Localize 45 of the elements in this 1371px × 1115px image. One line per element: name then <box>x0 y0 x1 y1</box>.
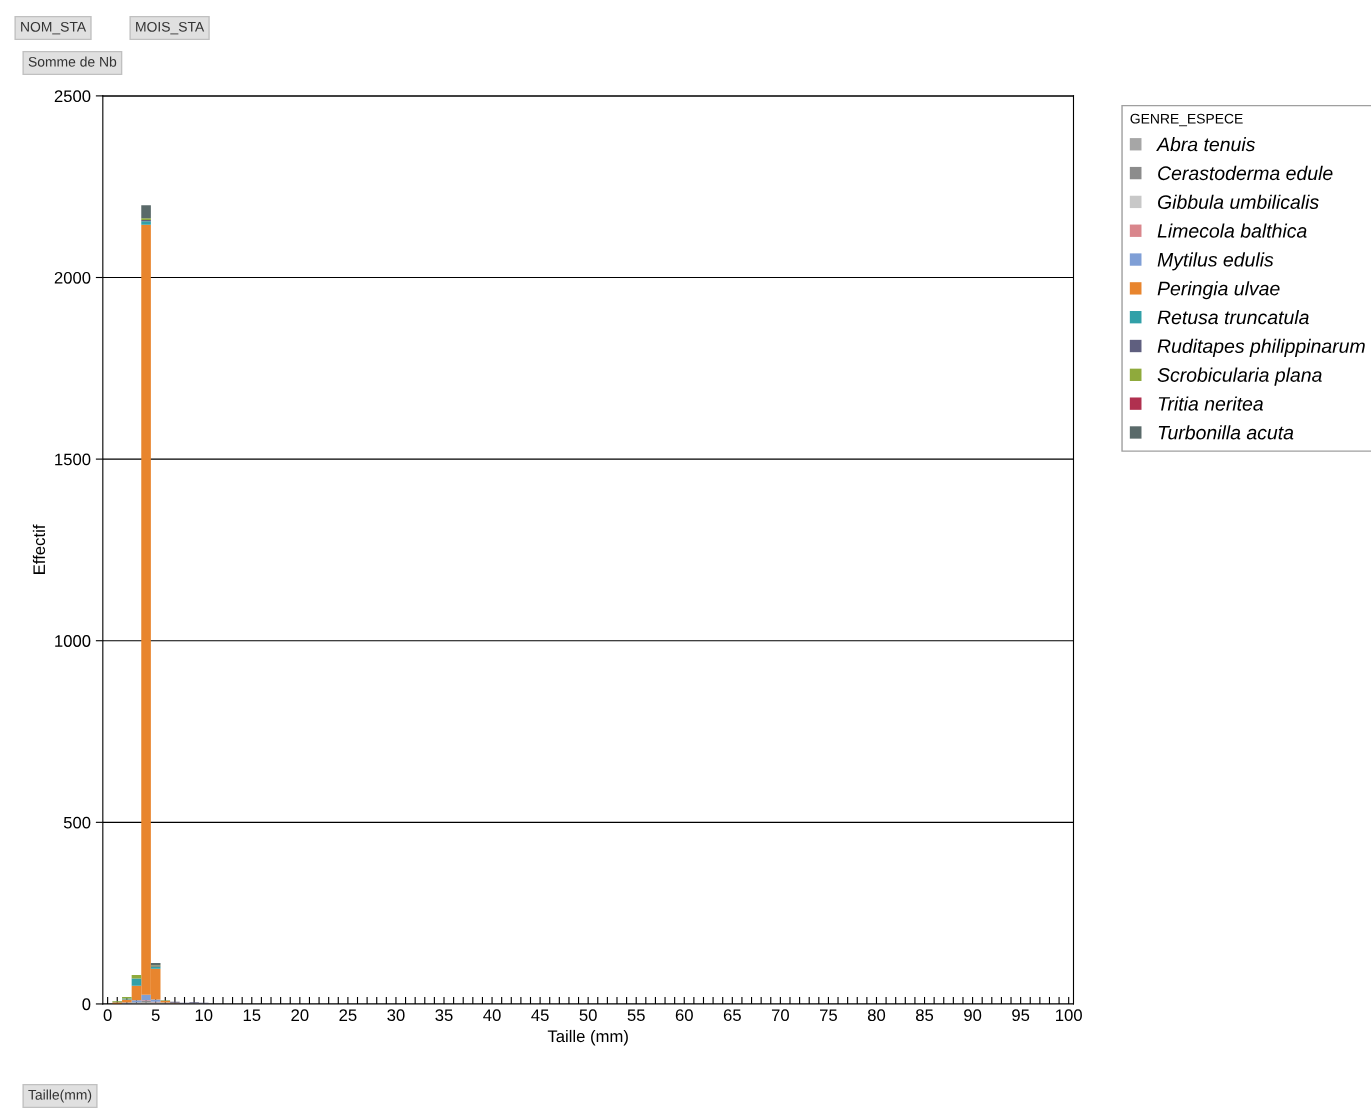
x-tick-label: 45 <box>531 1009 549 1022</box>
legend-label: Limecola balthica <box>1157 223 1307 238</box>
x-tick-label: 20 <box>291 1009 309 1022</box>
x-tick-label: 25 <box>339 1009 357 1022</box>
legend-label: Ruditapes philippinarum <box>1157 338 1365 357</box>
text: Somme de Nb <box>28 56 117 67</box>
legend-label: Tritia neritea <box>1158 396 1264 411</box>
text: NOM_STA <box>21 21 87 35</box>
y-tick-label: 2000 <box>54 271 91 284</box>
x-tick-label: 75 <box>820 1009 837 1022</box>
x-tick-label: 35 <box>435 1009 453 1022</box>
x-tick-label: 5 <box>151 1009 160 1022</box>
legend-label: Abra tenuis <box>1156 137 1256 152</box>
x-axis-title: Taille (mm) <box>547 1029 628 1046</box>
text: MOIS_STA <box>136 21 205 35</box>
x-tick-label: 40 <box>483 1009 501 1022</box>
x-tick-label: 100 <box>1056 1009 1082 1022</box>
legend-label: Scrobicularia plana <box>1157 367 1322 386</box>
x-tick-label: 55 <box>627 1009 645 1022</box>
y-tick-label: 2500 <box>54 90 91 103</box>
x-tick-label: 70 <box>771 1009 789 1022</box>
x-tick-label: 90 <box>964 1009 982 1022</box>
legend-title: GENRE_ESPECE <box>1130 113 1243 127</box>
legend-label: Cerastoderma edule <box>1158 165 1333 181</box>
y-tick-label: 1500 <box>55 453 91 466</box>
legend-label: Gibbula umbilicalis <box>1158 194 1319 209</box>
x-tick-label: 15 <box>243 1009 261 1022</box>
x-tick-label: 95 <box>1012 1009 1030 1022</box>
x-tick-label: 0 <box>103 1009 112 1022</box>
y-tick-label: 1000 <box>55 635 91 647</box>
y-tick-label: 0 <box>82 998 91 1011</box>
legend-label: Turbonilla acuta <box>1158 425 1294 440</box>
y-axis-title: Effectif <box>32 524 46 574</box>
x-tick-label: 80 <box>867 1009 886 1022</box>
x-tick-label: 10 <box>195 1009 213 1022</box>
legend-label: Retusa truncatula <box>1157 309 1309 325</box>
legend-label: Peringia ulvae <box>1157 281 1280 300</box>
x-tick-label: 60 <box>675 1009 693 1022</box>
x-tick-label: 65 <box>723 1009 741 1022</box>
y-tick-label: 500 <box>63 816 91 829</box>
legend-label: Mytilus edulis <box>1157 252 1274 271</box>
x-tick-label: 50 <box>579 1009 597 1022</box>
text: Taille(mm) <box>28 1089 92 1103</box>
x-tick-label: 85 <box>915 1009 934 1022</box>
x-tick-label: 30 <box>387 1009 405 1022</box>
